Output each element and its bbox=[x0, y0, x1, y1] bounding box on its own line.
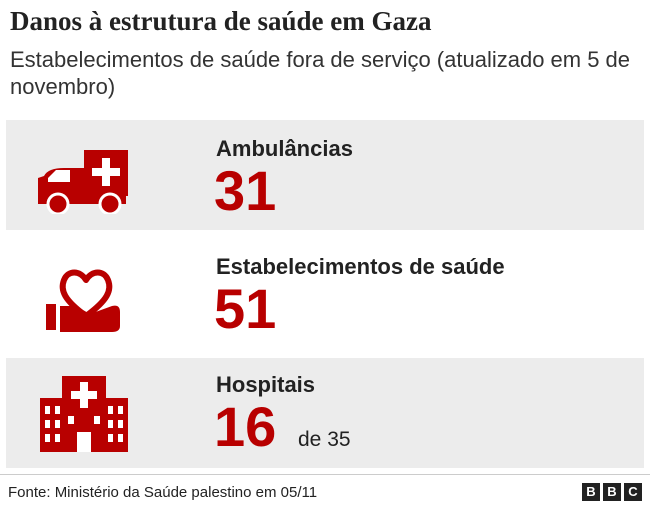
stat-suffix: de 35 bbox=[298, 428, 351, 451]
hospital-icon bbox=[40, 376, 128, 452]
ambulance-icon bbox=[38, 150, 128, 214]
stat-label: Estabelecimentos de saúde bbox=[216, 254, 505, 279]
logo-letter: B bbox=[582, 483, 600, 501]
heart-hand-icon bbox=[46, 269, 120, 332]
stat-row-hospitals: Hospitais 16 de 35 bbox=[6, 358, 644, 468]
footer-divider bbox=[0, 474, 650, 475]
logo-letter: B bbox=[603, 483, 621, 501]
logo-letter: C bbox=[624, 483, 642, 501]
stat-value: 31 bbox=[214, 159, 277, 222]
stat-row-health-facilities: Estabelecimentos de saúde 51 bbox=[6, 238, 644, 348]
page-subtitle: Estabelecimentos de saúde fora de serviç… bbox=[10, 47, 631, 99]
stat-label: Ambulâncias bbox=[216, 136, 353, 161]
stat-value: 51 bbox=[214, 277, 277, 340]
stat-row-ambulances: Ambulâncias 31 bbox=[6, 120, 644, 230]
stat-label: Hospitais bbox=[216, 372, 316, 397]
source-note: Fonte: Ministério da Saúde palestino em … bbox=[8, 484, 318, 501]
page-title: Danos à estrutura de saúde em Gaza bbox=[10, 6, 432, 36]
bbc-logo: B B C bbox=[582, 483, 642, 501]
stat-value: 16 bbox=[214, 395, 277, 458]
